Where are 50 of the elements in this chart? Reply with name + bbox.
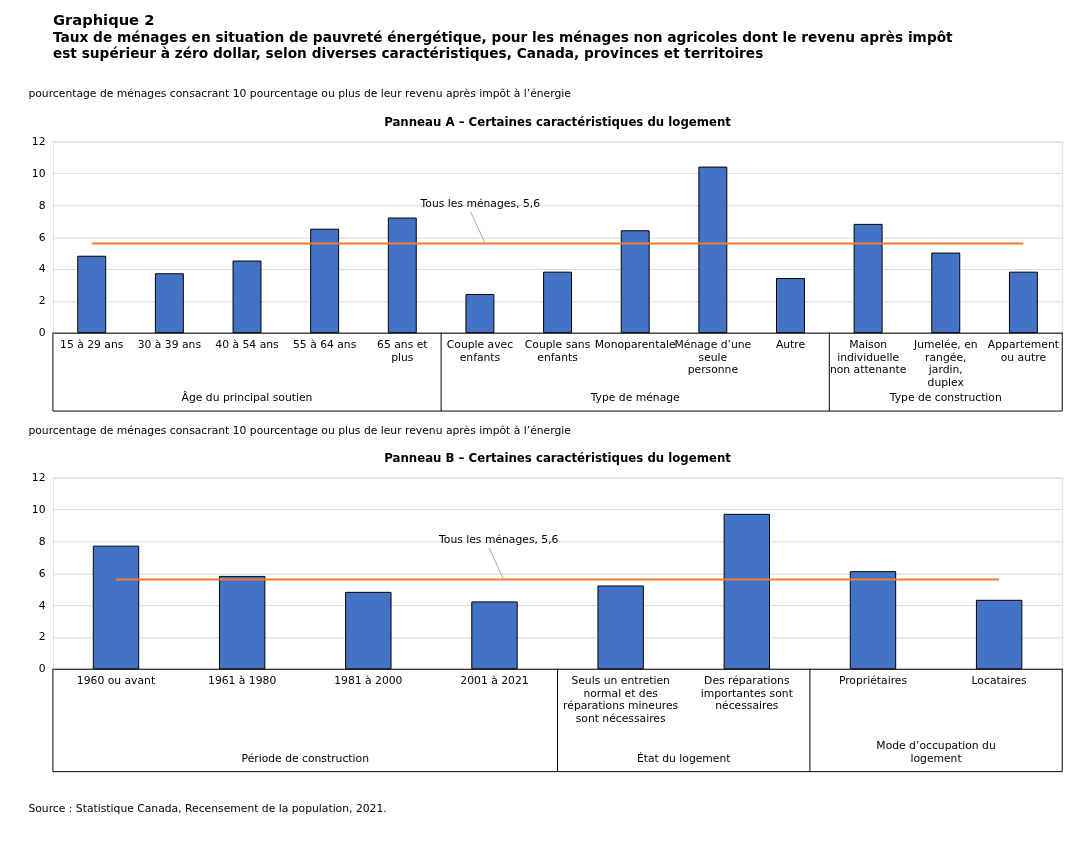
- y-tick-label: 4: [38, 262, 46, 276]
- y-tick-label: 6: [38, 566, 46, 580]
- y-tick-label: 6: [38, 230, 46, 244]
- x-tick-label: Monoparentale: [594, 337, 676, 351]
- ref-line-label: Tous les ménages, 5,6: [438, 532, 559, 546]
- x-tick-label: 65 ans et plus: [377, 337, 428, 364]
- text: Mode d’occupation du logement: [876, 739, 996, 765]
- y-tick-label: 2: [38, 294, 46, 308]
- source-note: Source : Statistique Canada, Recensement de la population, 2021.: [28, 801, 387, 815]
- y-tick-label: 10: [31, 502, 46, 516]
- x-tick-label: Appartement ou autre: [987, 337, 1059, 364]
- y-tick-label: 8: [38, 198, 46, 212]
- ref-line-label: Tous les ménages, 5,6: [419, 196, 541, 210]
- x-tick-label: Propriétaires: [838, 673, 908, 687]
- x-tick-label: Autre: [775, 337, 806, 351]
- x-tick-label: Seuls un entretien normal et des réparations mineures sont nécessaires: [563, 673, 679, 726]
- chart-title: Panneau B – Certaines caractéristiques du logement: [384, 451, 732, 466]
- x-tick-label: 1981 à 2000: [334, 673, 403, 687]
- text: Type de construction: [888, 391, 1002, 405]
- text: Graphique 2: [52, 11, 155, 29]
- x-tick-label: 40 à 54 ans: [215, 337, 280, 351]
- x-tick-label: 2001 à 2021: [460, 673, 529, 687]
- y-tick-label: 4: [38, 598, 46, 612]
- y-tick-label: 0: [38, 662, 46, 676]
- text: Âge du principal soutien: [181, 391, 313, 405]
- text: Période de construction: [241, 751, 369, 765]
- x-tick-label: 1960 ou avant: [76, 673, 156, 687]
- y-tick-label: 2: [38, 630, 46, 644]
- x-tick-label: 1961 à 1980: [208, 673, 277, 687]
- x-tick-label: Couple avec enfants: [446, 337, 514, 364]
- x-tick-label: 15 à 29 ans: [60, 337, 124, 351]
- x-tick-label: Des réparations importantes sont nécessaires: [700, 673, 793, 713]
- y-tick-label: 8: [38, 534, 46, 548]
- y-tick-label: 12: [31, 471, 46, 485]
- text: État du logement: [636, 751, 731, 765]
- text: Type de ménage: [589, 391, 681, 405]
- y-axis-title: pourcentage de ménages consacrant 10 pourcentage ou plus de leur revenu après impôt à l’énergie: [28, 87, 572, 101]
- y-tick-label: 10: [31, 166, 46, 180]
- x-tick-label: 30 à 39 ans: [137, 337, 202, 351]
- x-tick-label: Ménage d’une seule personne: [674, 337, 752, 377]
- y-tick-label: 12: [31, 135, 46, 149]
- x-tick-label: Jumelée, en rangée, jardin, duplex: [912, 337, 978, 390]
- y-tick-label: 0: [38, 326, 46, 340]
- text: Taux de ménages en situation de pauvreté énergétique, pour les ménages non agricoles dont le revenu après impôt est supérieur à zéro dollar, selon diverses caractéristiques, Canada, provinces et territoires: [52, 29, 954, 61]
- chart-title: Panneau A – Certaines caractéristiques du logement: [384, 114, 732, 129]
- y-axis-title: pourcentage de ménages consacrant 10 pourcentage ou plus de leur revenu après impôt à l’énergie: [28, 423, 572, 437]
- x-tick-label: Locataires: [971, 673, 1028, 687]
- x-tick-label: 55 à 64 ans: [293, 337, 357, 351]
- x-tick-label: Couple sans enfants: [524, 337, 591, 364]
- x-tick-label: Maison individuelle non attenante: [829, 337, 907, 377]
